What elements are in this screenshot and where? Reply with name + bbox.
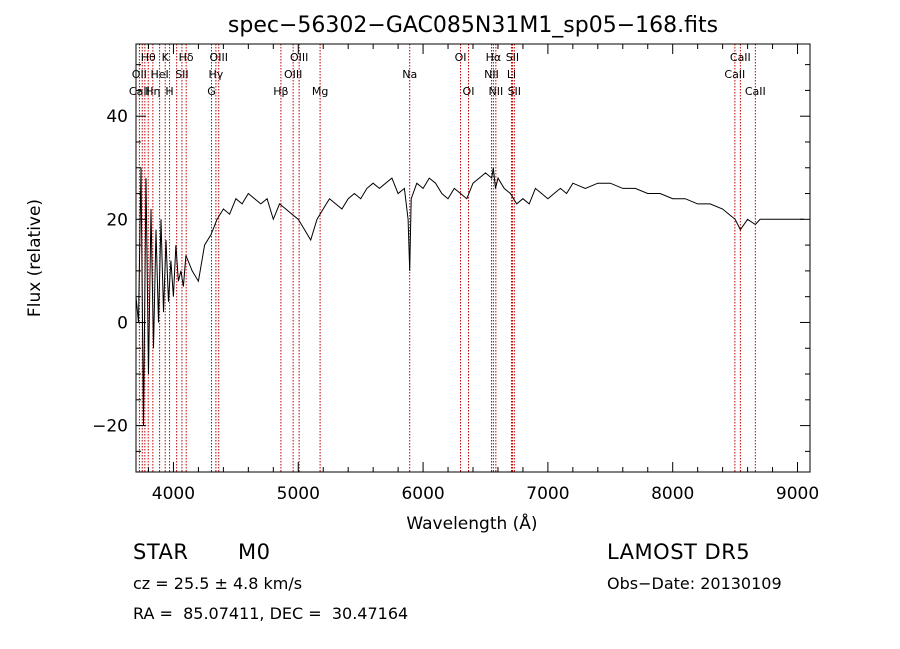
- object-class: STAR: [133, 540, 189, 564]
- ra-dec-coordinates: RA = 85.07411, DEC = 30.47164: [133, 604, 409, 623]
- y-tick-label-0: −20: [92, 417, 128, 437]
- line-label-24: OI: [463, 85, 475, 98]
- emission-line-labels: Hθ K Hδ OIII OIII OI Hα SII CaII OII HeI SII Hγ OIII N…: [129, 51, 766, 98]
- line-label-18: CaII: [129, 85, 150, 98]
- line-label-7: SII: [506, 51, 519, 64]
- survey-name: LAMOST DR5: [607, 540, 751, 564]
- x-tick-label-6000: 6000: [401, 484, 444, 504]
- line-label-25: NII: [488, 85, 503, 98]
- spectrum-series-line: [135, 167, 804, 426]
- y-tick-label-3: 40: [106, 107, 128, 127]
- line-label-4: OIII: [290, 51, 308, 64]
- line-label-21: G: [207, 85, 216, 98]
- plot-frame: [135, 43, 811, 473]
- x-axis: 4000 5000 6000 7000 8000 9000: [147, 44, 819, 504]
- y-axis: −20 0 20 40: [92, 64, 810, 452]
- line-label-14: Na: [402, 68, 417, 81]
- line-label-17: CaII: [724, 68, 745, 81]
- object-subclass: M0: [238, 540, 271, 564]
- line-label-10: HeI: [150, 68, 168, 81]
- x-tick-label-5000: 5000: [277, 484, 320, 504]
- line-label-27: CaII: [745, 85, 766, 98]
- x-axis-label: Wavelength (Å): [406, 512, 537, 534]
- x-tick-label-4000: 4000: [152, 484, 195, 504]
- line-label-0: Hθ: [141, 51, 156, 64]
- chart-title: spec−56302−GAC085N31M1_sp05−168.fits: [228, 13, 718, 38]
- line-label-12: Hγ: [208, 68, 223, 81]
- line-label-13: OIII: [284, 68, 302, 81]
- y-tick-label-1: 0: [117, 313, 128, 333]
- line-label-3: OIII: [210, 51, 228, 64]
- line-label-6: Hα: [486, 51, 502, 64]
- line-label-2: Hδ: [179, 51, 194, 64]
- y-axis-label: Flux (relative): [25, 199, 45, 317]
- redshift-cz: cz = 25.5 ± 4.8 km/s: [133, 574, 303, 593]
- x-tick-label-9000: 9000: [776, 484, 819, 504]
- line-label-23: Mg: [312, 85, 328, 98]
- line-label-5: OI: [455, 51, 467, 64]
- line-label-20: H: [165, 85, 173, 98]
- x-tick-label-8000: 8000: [651, 484, 694, 504]
- observation-date: Obs−Date: 20130109: [607, 574, 782, 593]
- line-label-9: OII: [132, 68, 147, 81]
- line-label-16: Li: [507, 68, 516, 81]
- line-label-15: NII: [484, 68, 499, 81]
- line-label-1: K: [162, 51, 170, 64]
- x-tick-label-7000: 7000: [526, 484, 569, 504]
- line-label-11: SII: [175, 68, 188, 81]
- emission-line-markers: [138, 44, 756, 472]
- y-tick-label-2: 20: [106, 210, 128, 230]
- line-label-22: Hβ: [273, 85, 288, 98]
- line-label-26: SII: [508, 85, 521, 98]
- line-label-8: CaII: [730, 51, 751, 64]
- line-label-19: Hη: [145, 85, 160, 98]
